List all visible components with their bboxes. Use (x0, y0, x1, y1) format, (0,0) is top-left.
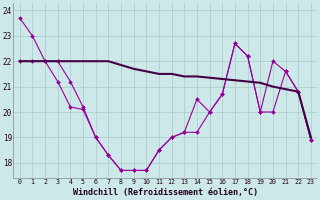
X-axis label: Windchill (Refroidissement éolien,°C): Windchill (Refroidissement éolien,°C) (73, 188, 258, 197)
